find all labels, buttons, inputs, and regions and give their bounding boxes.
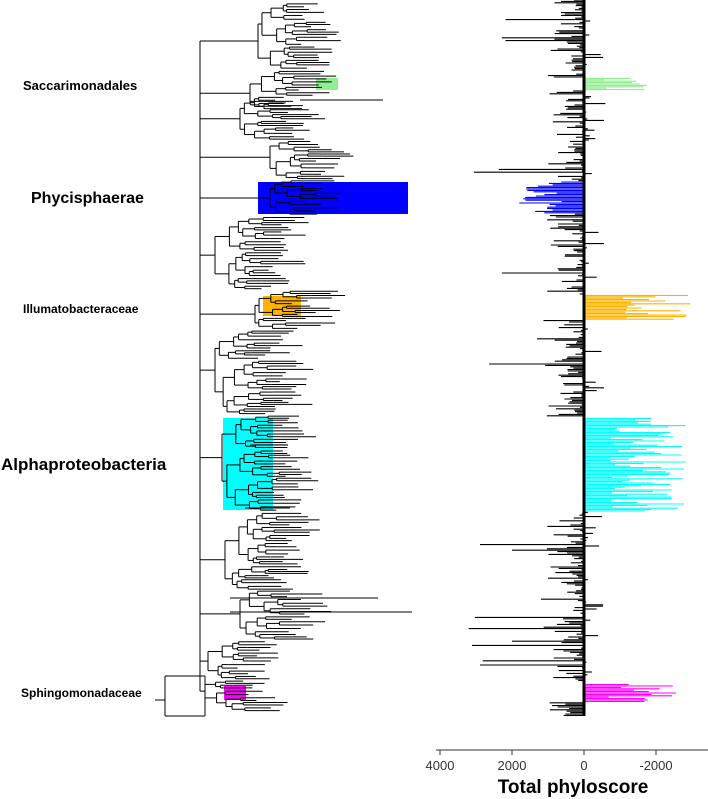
x-tick-label-4000: 4000 (426, 758, 455, 773)
phylogenetic-tree (155, 3, 412, 717)
x-tick-label-2000: 2000 (498, 758, 527, 773)
clade-label-illumatobacteraceae: Illumatobacteraceae (23, 302, 139, 316)
clade-label-sphingomonadaceae: Sphingomonadaceae (21, 686, 142, 700)
clade-label-phycisphaerae: Phycisphaerae (31, 190, 144, 207)
x-tick-label-0: 0 (580, 758, 587, 773)
clade-highlight-0 (316, 78, 338, 90)
x-tick-label-neg2000: -2000 (639, 758, 672, 773)
x-axis-title: Total phyloscore (498, 777, 649, 798)
x-axis: 4000 2000 0 -2000 Total phyloscore (426, 749, 708, 798)
clade-labels: Saccarimonadales Phycisphaerae Illumatob… (1, 78, 167, 700)
clade-label-saccarimonadales: Saccarimonadales (23, 78, 137, 93)
clade-label-alphaproteobacteria: Alphaproteobacteria (1, 455, 167, 474)
clade-highlight-4 (224, 686, 246, 700)
phyloscore-bar-panel (468, 0, 691, 716)
